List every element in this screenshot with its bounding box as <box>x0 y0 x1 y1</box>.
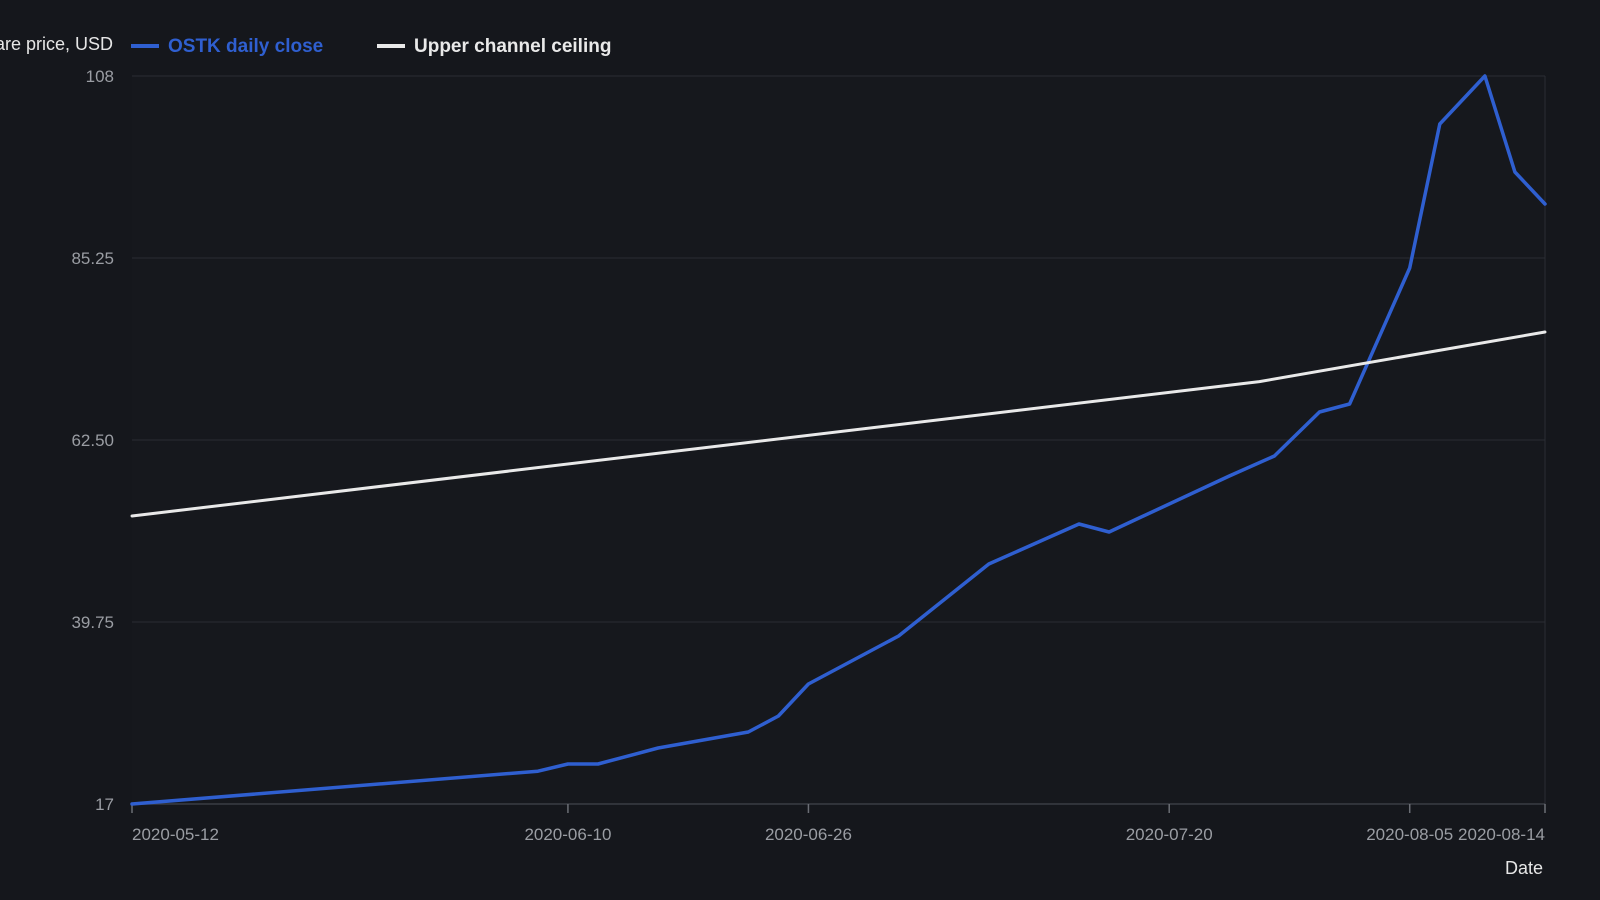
x-tick-label: 2020-06-10 <box>524 825 611 844</box>
data-point-ostk-daily-close[interactable] <box>1438 122 1441 125</box>
data-point-ostk-daily-close[interactable] <box>1318 410 1321 413</box>
data-point-ostk-daily-close[interactable] <box>1513 170 1516 173</box>
data-point-ostk-daily-close[interactable] <box>130 802 133 805</box>
data-point-ostk-daily-close[interactable] <box>987 562 990 565</box>
y-tick-label: 85.25 <box>71 249 114 268</box>
x-tick-label: 2020-06-26 <box>765 825 852 844</box>
x-tick-label: 2020-05-12 <box>132 825 219 844</box>
y-tick-label: 17 <box>95 795 114 814</box>
data-point-ostk-daily-close[interactable] <box>1273 454 1276 457</box>
data-point-ostk-daily-close[interactable] <box>1228 474 1231 477</box>
legend-label-ostk-daily-close[interactable]: OSTK daily close <box>168 36 323 57</box>
data-point-ostk-daily-close[interactable] <box>1348 402 1351 405</box>
x-tick-label: 2020-07-20 <box>1126 825 1213 844</box>
data-point-upper-channel-ceiling[interactable] <box>130 514 133 517</box>
data-point-ostk-daily-close[interactable] <box>596 762 599 765</box>
data-point-ostk-daily-close[interactable] <box>1483 74 1486 77</box>
y-tick-label: 62.50 <box>71 431 114 450</box>
legend-label-upper-channel-ceiling[interactable]: Upper channel ceiling <box>414 36 611 57</box>
data-point-upper-channel-ceiling[interactable] <box>1543 330 1546 333</box>
data-point-ostk-daily-close[interactable] <box>1543 202 1546 205</box>
data-point-ostk-daily-close[interactable] <box>807 682 810 685</box>
data-point-ostk-daily-close[interactable] <box>777 714 780 717</box>
data-point-ostk-daily-close[interactable] <box>657 746 660 749</box>
series-line-upper-channel-ceiling[interactable] <box>130 330 1547 518</box>
x-tick-label: 2020-08-14 <box>1458 825 1545 844</box>
data-point-ostk-daily-close[interactable] <box>1408 266 1411 269</box>
series-lines <box>130 74 1547 806</box>
y-tick-label: 39.75 <box>71 613 114 632</box>
y-axis-title: Share price, USD <box>0 34 113 54</box>
axes: 17 39.75 62.50 85.25 108 2020-05-12 2020-06-10… <box>71 67 1546 844</box>
data-point-ostk-daily-close[interactable] <box>1107 530 1110 533</box>
data-point-ostk-daily-close[interactable] <box>1077 522 1080 525</box>
data-point-ostk-daily-close[interactable] <box>897 634 900 637</box>
series-line-ostk-daily-close[interactable] <box>130 74 1547 806</box>
data-point-ostk-daily-close[interactable] <box>747 730 750 733</box>
y-tick-label: 108 <box>86 67 114 86</box>
x-axis-title: Date <box>1505 858 1543 878</box>
data-point-ostk-daily-close[interactable] <box>536 770 539 773</box>
x-tick-label: 2020-08-05 <box>1366 825 1453 844</box>
legend: Share price, USD OSTK daily close Upper … <box>0 34 611 57</box>
data-point-ostk-daily-close[interactable] <box>566 762 569 765</box>
data-point-upper-channel-ceiling[interactable] <box>1258 380 1261 383</box>
